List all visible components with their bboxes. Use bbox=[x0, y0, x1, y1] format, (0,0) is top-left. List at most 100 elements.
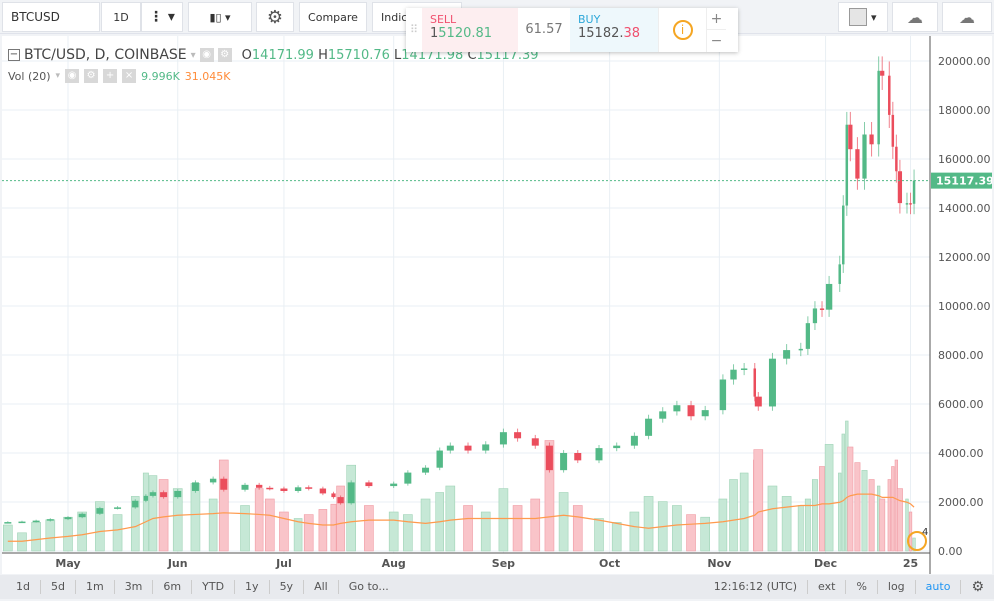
y-tick-label: 6000.00 bbox=[938, 398, 984, 411]
volume-bar bbox=[95, 501, 105, 552]
price-chart[interactable]: 20000.00 18000.00 16000.00 14000.00 12000.00… bbox=[2, 36, 994, 574]
candle bbox=[812, 308, 818, 324]
volume-bar bbox=[142, 472, 149, 552]
gear-icon[interactable]: ⚙ bbox=[217, 48, 232, 62]
candle bbox=[305, 487, 313, 489]
compare-button[interactable]: Compare bbox=[299, 2, 367, 32]
y-tick-label: 0.00 bbox=[938, 545, 963, 558]
settings-gear-icon[interactable]: ⚙ bbox=[971, 579, 984, 595]
sell-price: 5120.81 bbox=[438, 26, 493, 41]
percent-toggle[interactable]: % bbox=[846, 580, 878, 594]
candle bbox=[241, 484, 249, 490]
candle bbox=[319, 488, 327, 494]
candle bbox=[645, 418, 653, 436]
eye-icon[interactable]: ◉ bbox=[199, 48, 214, 62]
candle bbox=[912, 180, 916, 204]
chart-area[interactable]: 20000.00 18000.00 16000.00 14000.00 12000.00… bbox=[2, 36, 994, 574]
candle bbox=[630, 435, 638, 446]
interval-button[interactable]: 1D bbox=[101, 2, 141, 32]
x-tick-label: Jul bbox=[275, 557, 292, 570]
volume-bar bbox=[463, 505, 473, 552]
candle bbox=[482, 444, 490, 451]
volume-bar bbox=[17, 532, 27, 552]
add-icon[interactable]: + bbox=[103, 69, 118, 83]
close-icon[interactable]: × bbox=[122, 69, 137, 83]
x-tick-label: Oct bbox=[599, 557, 620, 570]
log-toggle[interactable]: log bbox=[878, 580, 916, 594]
candle bbox=[560, 453, 568, 471]
eye-icon[interactable]: ◉ bbox=[65, 69, 80, 83]
info-button[interactable]: i bbox=[658, 8, 706, 52]
dropdown-icon[interactable]: ▾ bbox=[55, 71, 61, 81]
y-tick-label: 18000.00 bbox=[938, 104, 991, 117]
volume-bar bbox=[861, 470, 868, 552]
volume-bar bbox=[330, 503, 337, 552]
top-toolbar: BTCUSD 1D ⋮ ▾ ▮▯ ▾ ⚙ Compare Indic ▾ ☁ ☁ bbox=[0, 0, 994, 34]
volume-bar bbox=[480, 511, 491, 552]
volume-bar bbox=[781, 496, 792, 552]
plus-button[interactable]: + bbox=[707, 8, 726, 30]
candle bbox=[574, 453, 582, 461]
volume-bar bbox=[847, 446, 854, 552]
chart-style-button[interactable]: ▮▯ ▾ bbox=[188, 2, 252, 32]
dropdown-icon[interactable]: ▾ bbox=[190, 49, 196, 61]
auto-toggle[interactable]: auto bbox=[916, 580, 962, 594]
y-tick-label: 14000.00 bbox=[938, 202, 991, 215]
volume-bar bbox=[148, 475, 158, 552]
volume-ma-line bbox=[7, 493, 915, 542]
candle bbox=[365, 482, 373, 487]
candle bbox=[446, 445, 454, 451]
range-1d[interactable]: 1d bbox=[0, 580, 41, 594]
volume-bar bbox=[403, 514, 413, 552]
volume-bar bbox=[718, 498, 728, 552]
candle bbox=[595, 448, 603, 461]
volume-bar bbox=[240, 505, 250, 552]
candle bbox=[659, 411, 667, 419]
clock: 12:16:12 (UTC) bbox=[704, 580, 809, 594]
range-5y[interactable]: 5y bbox=[270, 580, 305, 594]
settings-gear-icon[interactable]: ⚙ bbox=[256, 2, 294, 32]
volume-bar bbox=[841, 433, 845, 552]
candle bbox=[160, 492, 168, 498]
gear-icon[interactable]: ⚙ bbox=[84, 69, 99, 83]
candle bbox=[46, 519, 54, 521]
volume-bar bbox=[558, 492, 569, 552]
minus-button[interactable]: − bbox=[710, 33, 723, 49]
volume-bar bbox=[388, 511, 399, 552]
collapse-icon[interactable]: − bbox=[8, 49, 20, 61]
volume-bar bbox=[868, 479, 875, 552]
load-cloud-icon[interactable]: ☁ bbox=[892, 2, 938, 32]
volume-bar bbox=[643, 496, 654, 552]
buy-button[interactable]: BUY 15182.38 bbox=[570, 8, 658, 52]
x-tick-label: Nov bbox=[707, 557, 732, 570]
sell-button[interactable]: SELL 15120.81 bbox=[422, 8, 518, 52]
low-label: L bbox=[394, 47, 402, 63]
range-1y[interactable]: 1y bbox=[235, 580, 270, 594]
range-ytd[interactable]: YTD bbox=[192, 580, 236, 594]
volume-bar bbox=[572, 505, 583, 552]
range-5d[interactable]: 5d bbox=[41, 580, 76, 594]
range-1m[interactable]: 1m bbox=[76, 580, 115, 594]
candle bbox=[783, 350, 791, 359]
goto-button[interactable]: Go to... bbox=[348, 580, 389, 593]
candle bbox=[805, 323, 810, 349]
event-badge-count: 4 bbox=[922, 527, 928, 538]
candle bbox=[753, 368, 757, 397]
color-picker-button[interactable]: ▾ bbox=[838, 2, 888, 32]
ext-toggle[interactable]: ext bbox=[808, 580, 847, 594]
interval-more-icon[interactable]: ⋮ ▾ bbox=[141, 2, 183, 32]
range-all[interactable]: All bbox=[304, 580, 339, 594]
save-cloud-icon[interactable]: ☁ bbox=[942, 2, 992, 32]
candle bbox=[531, 438, 539, 446]
volume-bar bbox=[512, 505, 523, 552]
candle bbox=[740, 368, 748, 370]
range-6m[interactable]: 6m bbox=[153, 580, 193, 594]
range-3m[interactable]: 3m bbox=[115, 580, 154, 594]
candle bbox=[191, 482, 199, 491]
symbol-search[interactable]: BTCUSD bbox=[2, 2, 100, 32]
x-tick-label: Sep bbox=[492, 557, 515, 570]
candle bbox=[514, 432, 522, 439]
candle bbox=[701, 410, 709, 417]
candle bbox=[436, 450, 443, 468]
drag-handle-icon[interactable]: ⠿ bbox=[409, 23, 419, 36]
